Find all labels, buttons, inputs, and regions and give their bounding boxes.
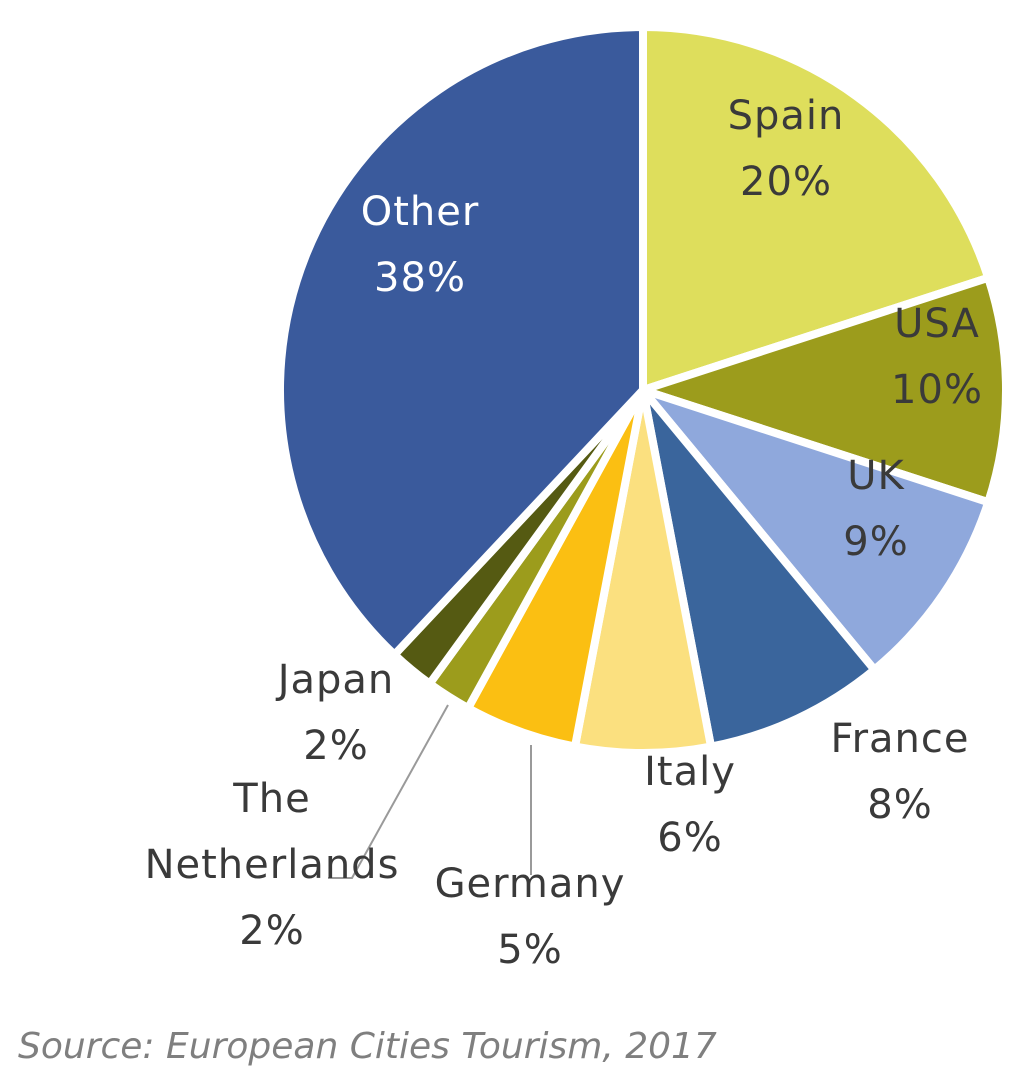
slice-label-france: France 8%	[830, 716, 969, 828]
slice-label-usa: USA 10%	[891, 301, 983, 413]
slice-label-other: Other 38%	[361, 189, 480, 301]
slice-label-uk: UK 9%	[843, 453, 908, 565]
slice-label-italy: Italy 6%	[644, 749, 736, 861]
pie-slice-spain	[639, 23, 993, 394]
slice-label-japan: Japan 2%	[275, 657, 395, 769]
source-note: Source: European Cities Tourism, 2017	[18, 1026, 717, 1067]
slice-label-the-netherlands: The Netherlands 2%	[145, 776, 400, 954]
slice-label-spain: Spain 20%	[728, 93, 845, 205]
leader-line-the-netherlands	[328, 704, 449, 879]
pie-slice-uk	[639, 386, 993, 674]
pie-slice-usa	[639, 273, 1010, 507]
pie-slice-france	[639, 386, 879, 751]
pie-slice-other	[276, 23, 647, 659]
slice-label-germany: Germany 5%	[435, 861, 626, 973]
